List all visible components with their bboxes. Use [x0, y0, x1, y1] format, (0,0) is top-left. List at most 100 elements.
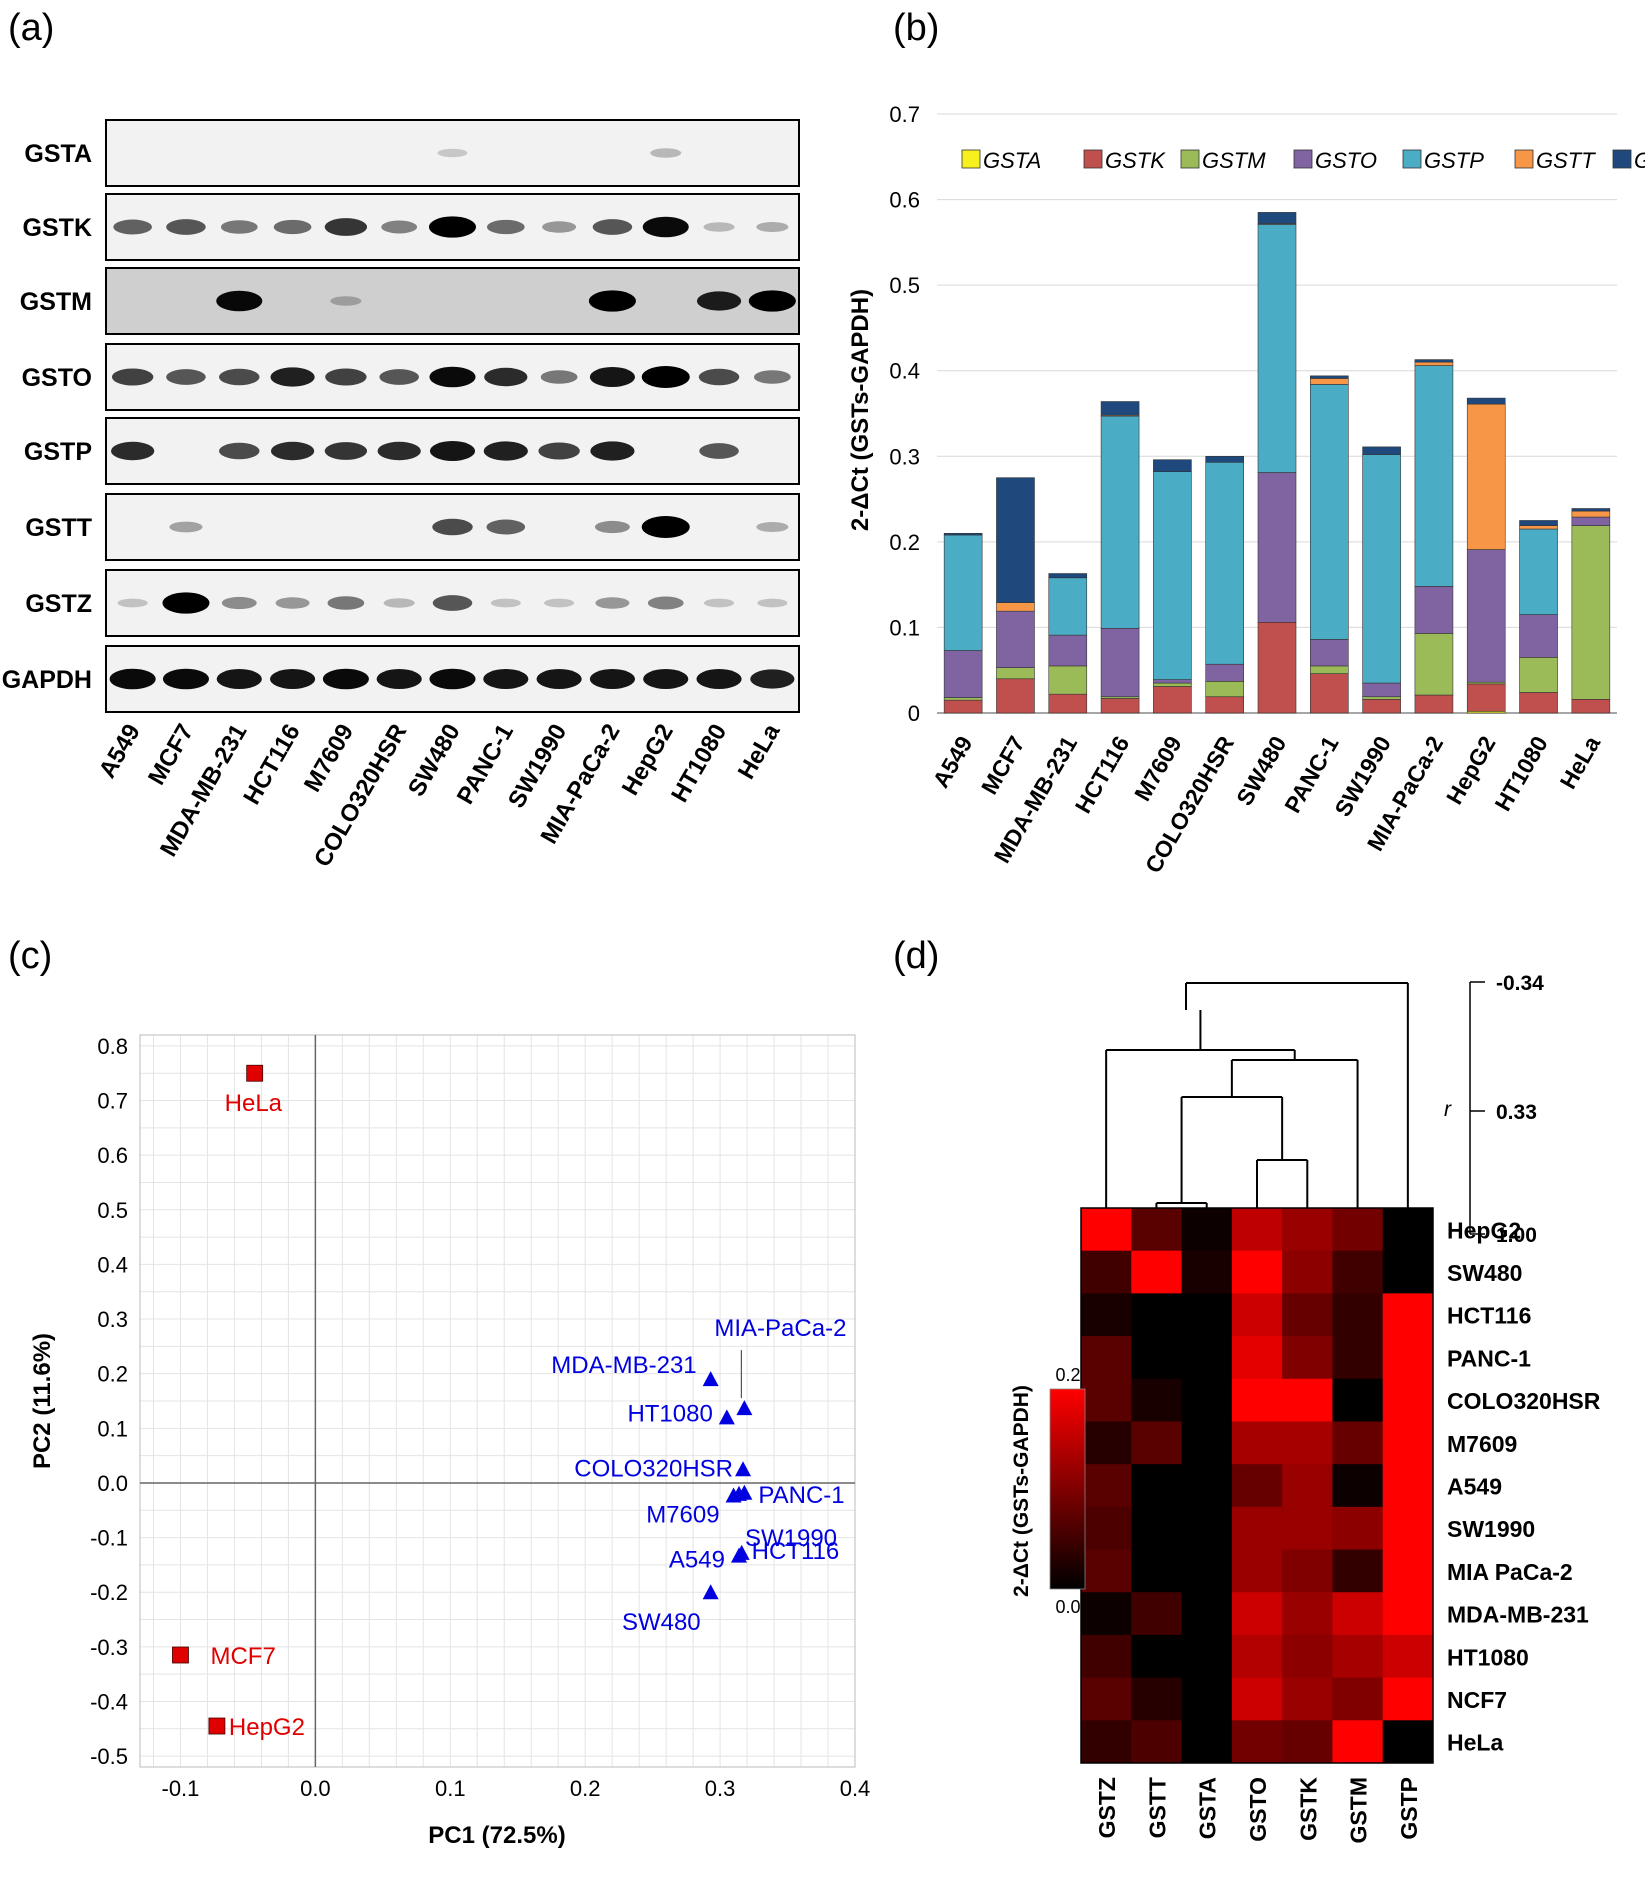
heatmap-cell-sw480-gstm	[1332, 1250, 1384, 1294]
heatmap-cell-panc-1-gstk	[1282, 1336, 1333, 1380]
row-label-ht1080: HT1080	[1447, 1644, 1529, 1670]
blot-band	[220, 220, 258, 234]
row-label-hepg2: HepG2	[1447, 1217, 1521, 1243]
heatmap-cell-mia-paca-2-gstm	[1332, 1549, 1384, 1593]
bar-gstm-colo320hsr	[1205, 681, 1244, 698]
bar-gsto-m7609	[1153, 679, 1192, 684]
bar-gstm-a549	[943, 697, 983, 701]
x-tick-label: A549	[927, 731, 977, 792]
pca-scatter-plot: -0.1 0.0 0.1 0.2 0.3 0.4 0.8 0.7 0.6 0.5 0.4 0.3 0.2…	[29, 1034, 870, 1849]
heatmap-cell-sw480-gstz	[1081, 1250, 1132, 1294]
point-label-colo320hsr: COLO320HSR	[574, 1455, 733, 1482]
heatmap-cell-a549-gstp	[1382, 1464, 1434, 1508]
heatmap-cell-ht1080-gstm	[1332, 1634, 1384, 1679]
heatmap-cell-mda-mb-231-gstm	[1332, 1592, 1384, 1636]
x-tick-label: 0.4	[840, 1776, 871, 1801]
bar-gstk-m7609	[1153, 686, 1192, 714]
blot-strip-gstm	[105, 267, 800, 335]
point-mia-paca-2	[736, 1400, 753, 1416]
bar-gstp-sw1990	[1362, 454, 1401, 684]
legend-label-gstz: GSTZ	[1634, 148, 1645, 173]
y-tick-label: 0.0	[97, 1471, 128, 1496]
bar-gsto-mda-mb-231	[1048, 634, 1088, 667]
blot-band	[592, 219, 633, 235]
y-tick-label: 0.5	[97, 1198, 128, 1223]
blot-band	[650, 148, 682, 158]
heatmap-cell-a549-gstk	[1282, 1464, 1333, 1508]
column-label-gsto: GSTO	[1245, 1777, 1271, 1842]
bar-gstk-mia-paca-2	[1414, 694, 1454, 714]
y-tick-label: -0.5	[90, 1744, 128, 1769]
heatmap-cell-colo320hsr-gstz	[1081, 1378, 1132, 1422]
x-tick-label: 0.1	[435, 1776, 466, 1801]
row-label-panc-1: PANC-1	[1447, 1345, 1531, 1371]
heatmap-cell-mda-mb-231-gstz	[1081, 1592, 1132, 1636]
row-label-ncf7: NCF7	[1447, 1687, 1507, 1713]
heatmap-cell-colo320hsr-gstm	[1332, 1378, 1384, 1422]
blot-band	[428, 216, 477, 238]
bar-gstk-hct116	[1100, 698, 1140, 714]
blot-band	[543, 598, 575, 608]
bar-gstz-hela	[1571, 508, 1611, 512]
blot-band	[594, 520, 630, 534]
colorbar-min-label: 0.0	[1055, 1597, 1080, 1617]
blot-lane-label: HeLa	[733, 719, 786, 784]
bar-gstk-panc-1	[1310, 673, 1349, 714]
heatmap-cell-m7609-gstm	[1332, 1421, 1384, 1465]
heatmap-cell-panc-1-gsto	[1231, 1336, 1283, 1380]
blot-band	[490, 598, 521, 608]
bar-gstz-panc-1	[1310, 375, 1349, 379]
legend-label-gstt: GSTT	[1536, 148, 1596, 173]
y-tick-label: 0.7	[889, 102, 920, 127]
blot-band	[324, 218, 368, 236]
western-blot-panel: GSTA GSTK GSTM GSTO GSTP GSTT GSTZ GAPDHA549MCF…	[2, 119, 800, 872]
y-tick-label: 0	[908, 701, 920, 726]
heatmap-cell-mda-mb-231-gsto	[1231, 1592, 1283, 1636]
blot-band	[273, 219, 312, 235]
blot-band	[219, 442, 260, 460]
heatmap-cell-hepg2-gstz	[1081, 1208, 1132, 1252]
point-label-hepg2: HepG2	[229, 1714, 305, 1741]
bar-gsto-a549	[943, 650, 983, 698]
blot-band	[162, 592, 210, 614]
heatmap-cell-panc-1-gstz	[1081, 1336, 1132, 1380]
bar-gstz-m7609	[1153, 459, 1192, 472]
heatmap-cell-ncf7-gstp	[1382, 1677, 1434, 1721]
bar-gstz-hct116	[1100, 401, 1140, 416]
bar-gstp-sw480	[1257, 224, 1297, 473]
blot-lane-label: MCF7	[143, 720, 199, 790]
colorbar	[1049, 1388, 1086, 1590]
point-sw1990	[730, 1485, 747, 1501]
heatmap-cell-ht1080-gsto	[1231, 1634, 1283, 1679]
bar-gsto-colo320hsr	[1205, 663, 1244, 682]
y-axis-label: PC2 (11.6%)	[29, 1333, 56, 1469]
bar-gstm-hela	[1571, 525, 1611, 700]
point-label-m7609: M7609	[646, 1502, 719, 1529]
blot-band	[379, 369, 419, 385]
heatmap-cell-ht1080-gsta	[1181, 1634, 1233, 1679]
blot-band	[538, 442, 580, 460]
blot-band	[270, 441, 315, 461]
row-label-hela: HeLa	[1447, 1730, 1503, 1756]
x-tick-label: -0.1	[162, 1776, 200, 1801]
blot-band	[756, 521, 789, 533]
blot-band	[696, 669, 742, 689]
blot-label-gstp: GSTP	[24, 438, 92, 466]
bar-gstk-sw1990	[1362, 699, 1401, 714]
heatmap-cell-panc-1-gstp	[1382, 1336, 1434, 1380]
y-tick-label: 0.5	[889, 273, 920, 298]
column-label-gstk: GSTK	[1295, 1777, 1321, 1841]
blot-lane-label: A549	[94, 720, 146, 783]
blot-band	[703, 598, 735, 608]
panel-label-b: (b)	[893, 7, 939, 49]
blot-band	[169, 521, 203, 533]
blot-band	[642, 216, 689, 238]
blot-band	[536, 669, 582, 689]
y-axis-label: 2-ΔCt (GSTs-GAPDH)	[847, 289, 874, 531]
heatmap-cell-mia-paca-2-gstp	[1382, 1549, 1434, 1593]
heatmap-cell-ncf7-gstt	[1131, 1677, 1183, 1721]
heatmap-cell-hepg2-gstp	[1382, 1208, 1434, 1252]
row-label-sw1990: SW1990	[1447, 1516, 1535, 1542]
heatmap-cell-sw480-gstp	[1382, 1250, 1434, 1294]
